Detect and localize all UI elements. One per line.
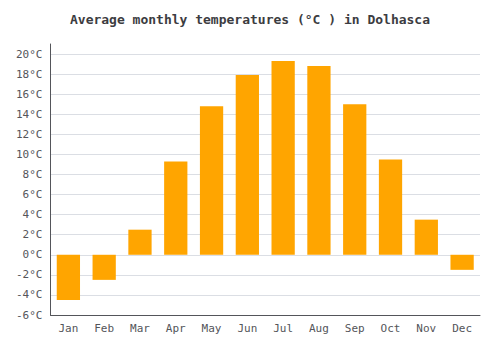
- svg-text:Apr: Apr: [166, 322, 186, 335]
- svg-text:Oct: Oct: [381, 322, 401, 335]
- svg-text:-4°C: -4°C: [16, 288, 43, 301]
- svg-text:Feb: Feb: [94, 322, 114, 335]
- svg-text:Aug: Aug: [309, 322, 329, 335]
- svg-text:10°C: 10°C: [16, 148, 43, 161]
- svg-text:-2°C: -2°C: [16, 268, 43, 281]
- svg-text:Jan: Jan: [58, 322, 78, 335]
- svg-text:Dec: Dec: [452, 322, 472, 335]
- svg-text:Jul: Jul: [273, 322, 293, 335]
- svg-text:Nov: Nov: [416, 322, 436, 335]
- svg-text:20°C: 20°C: [16, 48, 43, 61]
- svg-text:-6°C: -6°C: [16, 309, 43, 322]
- svg-text:Mar: Mar: [130, 322, 150, 335]
- svg-text:Jun: Jun: [237, 322, 257, 335]
- svg-text:6°C: 6°C: [23, 188, 43, 201]
- svg-text:Sep: Sep: [345, 322, 365, 335]
- svg-text:12°C: 12°C: [16, 128, 43, 141]
- svg-text:May: May: [202, 322, 222, 335]
- svg-text:18°C: 18°C: [16, 68, 43, 81]
- svg-text:16°C: 16°C: [16, 88, 43, 101]
- svg-text:4°C: 4°C: [23, 208, 43, 221]
- svg-text:0°C: 0°C: [23, 248, 43, 261]
- svg-text:8°C: 8°C: [23, 168, 43, 181]
- svg-text:2°C: 2°C: [23, 228, 43, 241]
- svg-text:14°C: 14°C: [16, 108, 43, 121]
- svg-text:Average monthly temperatures (: Average monthly temperatures (°C ) in Do…: [70, 12, 430, 27]
